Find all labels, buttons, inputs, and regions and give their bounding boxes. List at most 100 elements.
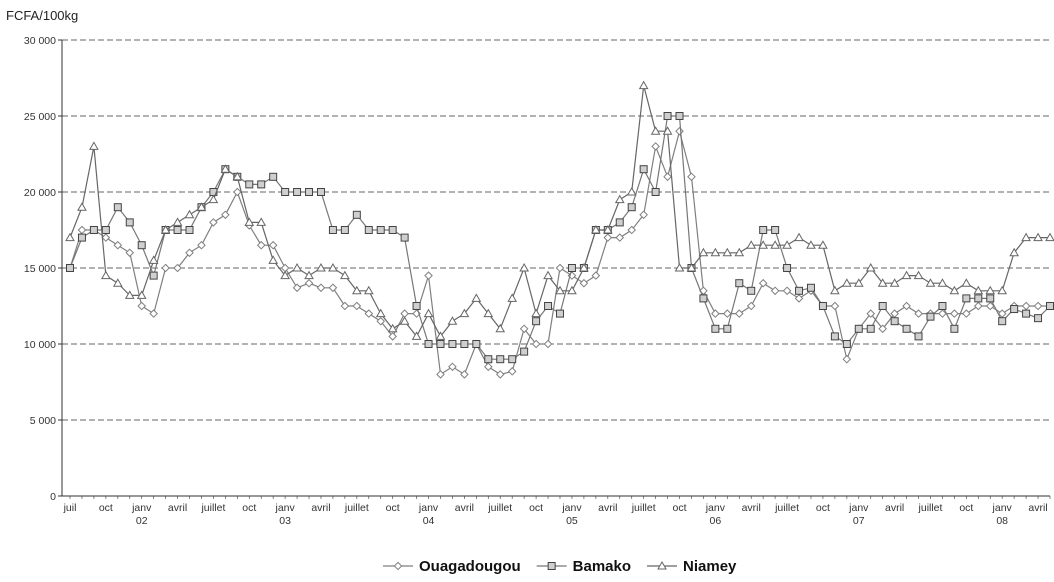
x-tick-year-label: 02 (136, 515, 148, 527)
data-point-bamako (520, 347, 529, 356)
data-point-ouagadougou (531, 339, 541, 349)
data-point-ouagadougou (687, 172, 696, 182)
x-tick-label: avril (885, 502, 904, 514)
x-tick-label: juillet (344, 502, 369, 514)
series-line-ouagadougou (69, 128, 1050, 376)
series-line-niamey (69, 85, 1050, 338)
data-point-ouagadougou (113, 240, 123, 250)
data-point-ouagadougou (221, 210, 230, 220)
data-point-niamey (148, 255, 159, 264)
data-point-bamako (1022, 309, 1031, 318)
x-tick-label: juil (63, 502, 77, 514)
data-point-niamey (770, 240, 780, 249)
data-point-niamey (710, 247, 721, 257)
data-point-niamey (650, 126, 661, 135)
data-point-ouagadougou (663, 172, 672, 182)
x-tick-label: oct (386, 502, 400, 514)
data-point-niamey (937, 278, 948, 287)
data-point-niamey (818, 240, 828, 249)
data-point-ouagadougou (603, 233, 613, 242)
legend-marker (657, 560, 667, 570)
data-point-niamey (1009, 247, 1020, 257)
data-point-niamey (244, 217, 255, 226)
data-point-niamey (985, 285, 996, 295)
data-point-bamako (125, 218, 134, 227)
legend-item-bamako: Bamako (536, 558, 631, 575)
data-point-ouagadougou (555, 263, 565, 273)
data-point-niamey (112, 278, 123, 287)
x-tick-label: juillet (631, 502, 656, 514)
data-point-bamako (305, 188, 314, 196)
data-point-ouagadougou (495, 370, 505, 379)
data-point-bamako (675, 112, 684, 120)
data-point-niamey (901, 270, 912, 280)
data-point-bamako (149, 271, 158, 280)
data-point-niamey (626, 186, 637, 196)
data-point-bamako (400, 233, 409, 242)
y-tick-label: 20 000 (24, 187, 56, 199)
data-point-ouagadougou (543, 339, 553, 349)
data-point-ouagadougou (436, 370, 445, 379)
x-tick-label: avril (598, 502, 617, 514)
data-point-niamey (913, 270, 924, 280)
series-layer (65, 80, 1054, 379)
data-point-niamey (782, 240, 792, 249)
data-point-bamako (293, 188, 302, 196)
data-point-niamey (746, 240, 757, 249)
data-point-niamey (411, 331, 422, 340)
data-point-niamey (579, 262, 589, 272)
x-tick-label: oct (673, 502, 687, 514)
data-point-bamako (484, 355, 493, 364)
data-point-bamako (472, 340, 481, 348)
data-point-bamako (101, 226, 110, 234)
data-point-niamey (698, 247, 709, 257)
x-tick-label: oct (242, 502, 256, 514)
data-point-bamako (723, 324, 732, 333)
data-point-bamako (830, 332, 839, 341)
data-point-ouagadougou (770, 286, 780, 296)
data-point-ouagadougou (77, 225, 87, 235)
data-point-ouagadougou (149, 309, 158, 318)
x-tick-label: janv (848, 502, 869, 514)
x-tick-label: janv (561, 502, 582, 514)
data-point-ouagadougou (711, 309, 720, 318)
x-tick-label: janv (418, 502, 439, 514)
data-point-niamey (136, 290, 147, 299)
data-point-niamey (877, 278, 888, 287)
data-point-ouagadougou (125, 248, 135, 258)
data-point-ouagadougou (651, 142, 660, 151)
data-point-ouagadougou (627, 225, 637, 235)
data-point-ouagadougou (340, 301, 350, 311)
data-point-niamey (328, 262, 338, 272)
data-point-bamako (281, 188, 290, 196)
data-point-niamey (304, 270, 314, 280)
data-point-niamey (638, 80, 649, 90)
data-point-ouagadougou (1021, 301, 1031, 311)
data-point-niamey (375, 308, 386, 318)
data-point-niamey (351, 285, 362, 295)
data-point-ouagadougou (268, 240, 278, 250)
data-point-niamey (853, 278, 864, 287)
data-point-ouagadougou (579, 278, 589, 288)
data-point-bamako (783, 264, 792, 272)
data-point-bamako (137, 241, 146, 250)
data-point-niamey (292, 262, 302, 272)
data-point-ouagadougou (197, 240, 206, 250)
data-point-niamey (184, 209, 195, 219)
data-point-niamey (196, 202, 207, 211)
data-point-ouagadougou (914, 309, 923, 318)
data-point-niamey (949, 285, 960, 295)
series-bamako (66, 112, 1054, 364)
data-point-bamako (747, 286, 756, 295)
data-point-niamey (758, 240, 769, 249)
data-point-niamey (423, 308, 434, 318)
data-point-ouagadougou (950, 309, 959, 318)
data-point-bamako (496, 355, 505, 364)
data-point-bamako (771, 226, 780, 234)
x-tick-year-label: 04 (423, 515, 435, 527)
data-point-bamako (699, 294, 708, 303)
data-point-ouagadougou (161, 263, 170, 273)
x-tick-label: juillet (200, 502, 225, 514)
data-point-bamako (257, 180, 266, 189)
